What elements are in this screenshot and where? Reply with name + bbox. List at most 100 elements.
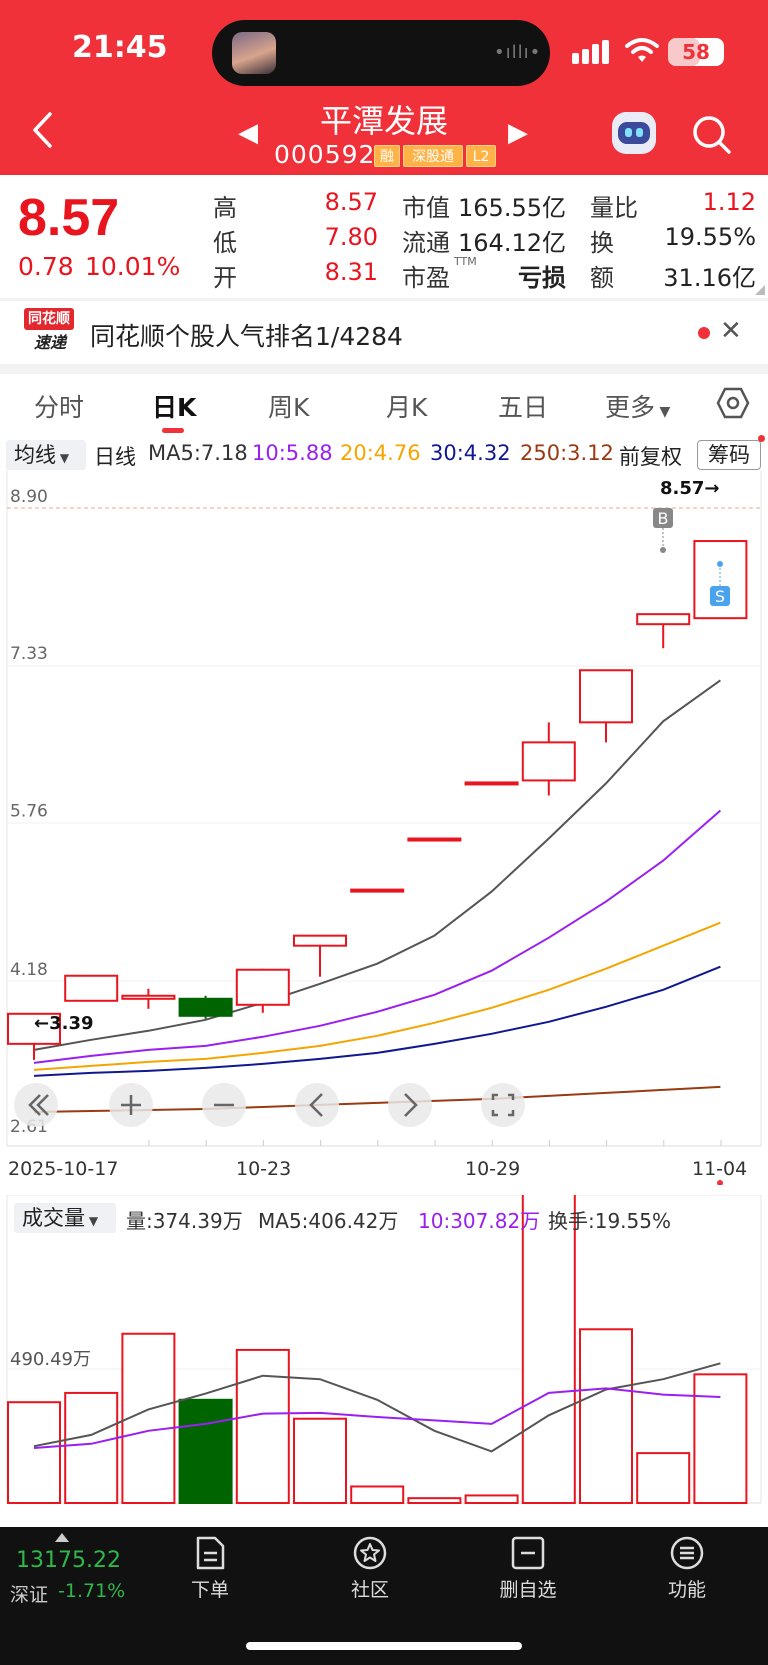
candlesticks [7,540,748,1060]
prev-stock-arrow[interactable]: ◀ [238,118,258,148]
candle-body [121,994,176,1000]
tab-more-label: 更多 [605,393,656,422]
ma10-line [33,809,722,1064]
header-bar: 21:45 •ıllı• 58 平潭发展 ◀ ▶ 000592 融 深股通 L2 [0,0,768,175]
market-cap-value: 165.55亿 [458,194,566,222]
divider [0,298,768,301]
candle-body [636,613,691,626]
ma20-line [33,921,721,1071]
y-tick-label: 8.90 [10,487,48,507]
kline-x-axis: 2025-10-17 10-23 10-29 11-04 [8,1140,747,1185]
ma10-readout: 10:5.88 [252,441,333,465]
sell-marker-text: S [715,587,725,606]
nav-remove-watchlist[interactable]: 删自选 [478,1535,578,1602]
x-label-start: 2025-10-17 [8,1158,118,1180]
float-cap-label: 流通 [402,229,450,257]
nav-community[interactable]: 社区 [320,1535,420,1602]
candle [178,995,233,1019]
search-icon[interactable] [692,115,732,155]
volume-bar [293,1417,347,1504]
dropdown-arrow-icon: ▼ [655,404,671,420]
zoom-in-button[interactable] [109,1083,153,1127]
scroll-right-button[interactable] [388,1083,432,1127]
nav-label: 功能 [667,1579,706,1601]
popularity-ranking-banner[interactable]: 同花顺个股人气排名1/4284 [90,322,403,351]
current-price: 8.57 [18,189,120,247]
index-value[interactable]: 13175.22 [16,1548,121,1573]
low-label: 低 [213,229,237,257]
pe-ttm-superscript: TTM [454,255,477,268]
buy-marker[interactable]: B [653,508,673,553]
volume-indicator-select[interactable]: 成交量 ▼ [14,1203,116,1233]
cellular-signal-icon [572,40,609,64]
ma5-readout: MA5:7.18 [148,441,248,465]
tag-margin: 融 [374,145,400,167]
min-price-label: ←3.39 [34,1013,94,1034]
ai-assistant-robot-icon[interactable] [612,112,656,154]
fullscreen-button[interactable] [481,1083,525,1127]
close-banner-icon[interactable]: ✕ [720,316,742,346]
home-indicator[interactable] [246,1642,522,1650]
tab-five-day[interactable]: 五日 [498,393,549,422]
expand-quote-corner-icon[interactable] [755,285,765,295]
kline-frame [6,470,762,1147]
indicator-select-label: 均线 [14,443,56,467]
volume-bar [407,1497,462,1504]
ma30-readout: 30:4.32 [430,441,511,465]
nav-label: 下单 [190,1579,229,1601]
volume-ratio-label: 量比 [590,194,638,222]
document-icon [196,1536,225,1570]
indicator-select[interactable]: 均线 ▼ [6,440,86,470]
nav-label: 删自选 [499,1579,557,1601]
scroll-to-start-button[interactable] [14,1083,58,1127]
logo-bottom-text: 速递 [33,333,66,352]
y-tick-label: 4.18 [10,960,48,980]
y-tick-label: 7.33 [10,644,48,664]
next-stock-arrow[interactable]: ▶ [508,118,528,148]
kline-chart[interactable]: 8.907.335.764.182.61 2025-10-17 10-23 10… [0,470,768,1185]
chart-settings-hexagon-icon[interactable] [716,386,750,420]
back-arrow-icon[interactable] [30,110,54,150]
robot-eye [625,128,632,137]
volume-select-label: 成交量 [22,1206,85,1230]
tab-intraday[interactable]: 分时 [34,393,85,422]
tab-weekly-k[interactable]: 周K [268,393,310,422]
candle [293,934,347,977]
buy-marker-text: B [658,509,669,528]
volume-chart[interactable]: 490.49万 [0,1195,768,1510]
volume-y-label: 490.49万 [10,1349,91,1370]
period-label: 日线 [94,445,136,469]
index-name: 深证 [10,1584,49,1606]
ma250-line [33,1085,721,1114]
volume-ratio-value: 1.12 [702,188,756,216]
scroll-left-button[interactable] [295,1083,339,1127]
high-label: 高 [213,194,237,222]
open-value: 8.31 [324,258,378,286]
today-marker-dot [717,1180,723,1185]
robot-face [618,122,650,144]
tab-monthly-k[interactable]: 月K [386,393,428,422]
chips-distribution-button[interactable]: 筹码 [697,440,761,470]
nav-place-order[interactable]: 下单 [160,1535,260,1602]
now-playing-artwork [232,32,276,74]
low-value: 7.80 [324,223,378,251]
tab-daily-k[interactable]: 日K [152,393,197,422]
volume-bar [521,1195,576,1504]
pe-value: 亏损 [518,264,566,292]
index-change-percent: -1.71% [58,1580,126,1602]
notification-dot [758,435,765,442]
tag-shenzhen-connect: 深股通 [403,145,463,167]
volume-ma10-readout: 10:307.82万 [418,1209,541,1233]
candle [521,722,576,796]
nav-functions[interactable]: 功能 [637,1535,737,1602]
ma5-line [33,679,721,1051]
robot-eye [636,128,643,137]
sell-marker[interactable]: S [710,561,730,606]
volume-ma10-line [33,1387,721,1449]
volume-readout: 量:374.39万 [126,1209,243,1233]
tab-more[interactable]: 更多 ▼ [605,388,670,424]
expand-index-arrow-icon[interactable] [55,1533,69,1542]
adjust-mode[interactable]: 前复权 [619,445,682,469]
volume-bar [693,1373,748,1504]
zoom-out-button[interactable] [202,1083,246,1127]
